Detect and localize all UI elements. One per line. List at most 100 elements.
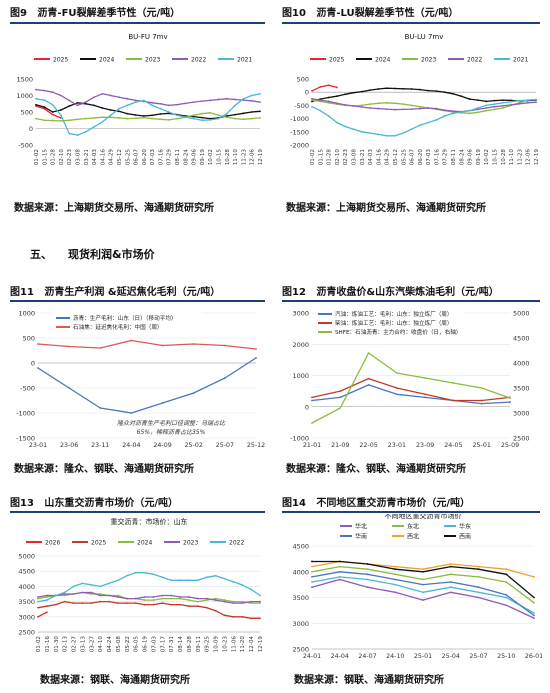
x-tick-label: 12-19 (534, 149, 540, 166)
data-point (205, 597, 208, 600)
data-point (241, 600, 244, 603)
data-point (259, 617, 261, 620)
data-point (35, 103, 37, 106)
y-tick-label: 0 (29, 125, 33, 133)
data-point (179, 579, 181, 582)
x-tick-label: 25-07 (469, 653, 487, 660)
data-point (418, 124, 421, 127)
y-tick-label: -1000 (16, 410, 35, 418)
data-point (117, 579, 119, 582)
data-point (366, 586, 369, 589)
data-point (366, 563, 369, 565)
series-line-0 (35, 105, 62, 119)
data-point (134, 101, 137, 103)
data-point (468, 109, 471, 112)
data-point (201, 112, 203, 115)
figure-13-source: 数据来源：钢联、海通期货研究所 (40, 675, 190, 686)
data-point (510, 103, 513, 106)
data-point (311, 100, 313, 103)
figure-14-caption: 图14 不同地区重交沥青市场价（元/吨） (282, 494, 470, 509)
data-point (477, 99, 479, 102)
data-point (311, 396, 313, 399)
data-point (477, 596, 480, 599)
data-point (68, 99, 71, 102)
data-point (84, 102, 87, 105)
data-point (217, 117, 220, 120)
data-point (99, 594, 102, 597)
data-point (327, 100, 330, 103)
data-point (535, 101, 537, 104)
data-point (493, 108, 496, 111)
data-point (167, 119, 170, 121)
data-point (449, 565, 452, 568)
figure-9-label: 图9 (10, 8, 27, 19)
data-point (344, 93, 347, 96)
x-tick-label: 10-02 (484, 149, 490, 165)
figure-13-caption: 图13 山东重交沥青市场价（元/吨） (10, 494, 178, 509)
data-point (117, 594, 119, 597)
data-point (427, 89, 430, 92)
figure-9-source: 数据来源：上海期货交易所、海通期货研究所 (14, 203, 214, 214)
data-point (72, 593, 75, 595)
figure-11-chart: -1500 -1000 -500 0 500 1000 23-01 23-06 23-11 24-… (16, 310, 265, 450)
data-point (125, 602, 128, 605)
data-point (192, 115, 195, 118)
y-tick-label: 500 (23, 335, 35, 343)
data-point (151, 117, 154, 120)
data-point (81, 602, 84, 605)
y-tick-label: 3500 (18, 598, 35, 606)
data-point (167, 111, 170, 113)
data-point (234, 113, 237, 116)
data-point (311, 399, 313, 402)
data-point (209, 111, 212, 114)
data-point (170, 597, 173, 600)
legend-label: 2025 (91, 539, 106, 546)
x-tick-label: 07-16 (434, 149, 440, 166)
data-point (223, 344, 226, 347)
data-point (117, 596, 119, 598)
data-point (395, 387, 398, 389)
data-point (422, 599, 424, 601)
x-tick-label: 12-06 (250, 149, 256, 166)
data-point (214, 597, 217, 600)
data-point (179, 603, 181, 606)
figure-12-rule (282, 300, 540, 302)
data-point (59, 120, 62, 122)
data-point (394, 134, 396, 137)
data-point (201, 116, 203, 119)
data-point (45, 594, 48, 597)
data-point (480, 399, 483, 402)
x-tick-label: 07-31 (169, 636, 175, 653)
x-tick-label: 05-12 (117, 149, 123, 165)
section-heading: 五、 现货利润&市场价 (30, 246, 155, 262)
legend-label: 2023 (145, 56, 160, 63)
section-number: 五、 (30, 248, 52, 261)
x-tick-label: 04-03 (368, 149, 374, 166)
legend-label: 2025 (53, 56, 68, 63)
data-point (68, 132, 71, 135)
x-tick-label: 25-01 (414, 653, 432, 660)
data-point (68, 345, 71, 348)
data-point (477, 565, 480, 568)
data-point (533, 596, 535, 599)
data-point (242, 112, 245, 115)
data-point (422, 578, 424, 581)
data-point (209, 99, 212, 102)
figure-9-title: 沥青-FU裂解差季节性（元/吨） (37, 8, 181, 19)
data-point (151, 101, 154, 104)
data-point (35, 88, 37, 91)
x-tick-label: 23-01 (29, 442, 47, 449)
data-point (443, 109, 446, 112)
series-line-1 (37, 339, 257, 350)
data-point (99, 347, 102, 349)
data-point (327, 115, 330, 117)
data-point (68, 105, 71, 107)
data-point (352, 91, 355, 94)
data-point (367, 383, 370, 386)
data-point (101, 92, 104, 95)
x-tick-label: 02-13 (63, 636, 69, 653)
data-point (179, 596, 181, 598)
series-line-0 (311, 84, 338, 92)
data-point (509, 397, 511, 399)
data-point (410, 128, 413, 131)
